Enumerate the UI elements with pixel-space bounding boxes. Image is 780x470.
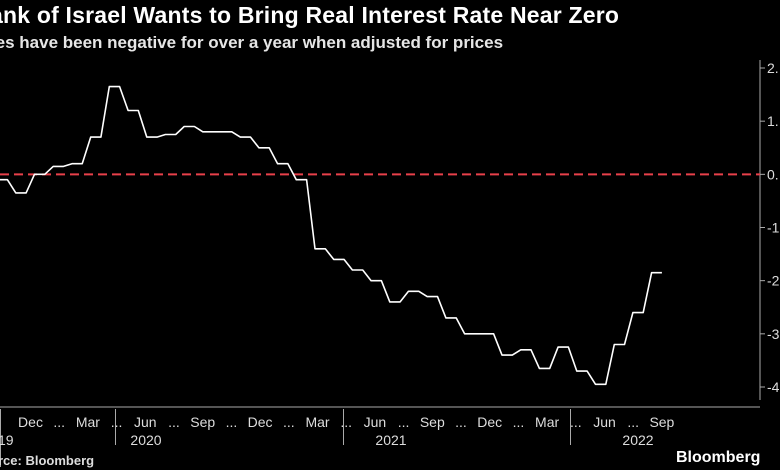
y-tick-label: 2.	[767, 60, 779, 76]
year-label: 2021	[375, 432, 406, 448]
x-tick-label: ...	[570, 414, 582, 430]
x-tick-label: Jun	[134, 414, 157, 430]
series-line	[0, 85, 662, 386]
year-label: 19	[0, 432, 14, 448]
x-tick-label: ...	[283, 414, 295, 430]
x-tick-label: Mar	[535, 414, 559, 430]
source-note: rce: Bloomberg	[0, 453, 95, 468]
x-tick-label: ...	[627, 414, 639, 430]
x-tick-label: ...	[398, 414, 410, 430]
year-label: 2020	[130, 432, 161, 448]
x-tick-label: Jun	[364, 414, 387, 430]
y-tick-label: -1	[767, 220, 780, 236]
y-tick-label: -2	[767, 273, 780, 289]
x-tick-label: Mar	[76, 414, 100, 430]
x-tick-label: ...	[226, 414, 238, 430]
x-tick-label: ...	[168, 414, 180, 430]
y-tick-label: 0.	[767, 166, 779, 182]
x-tick-label: Dec	[248, 414, 273, 430]
x-tick-label: ...	[53, 414, 65, 430]
y-tick-label: -4	[767, 379, 780, 395]
x-tick-label: ...	[513, 414, 525, 430]
x-tick-label: Sep	[190, 414, 215, 430]
x-tick-label: ...	[111, 414, 123, 430]
x-tick-label: Dec	[18, 414, 43, 430]
chart-subtitle: tes have been negative for over a year w…	[0, 33, 504, 52]
y-tick-label: -3	[767, 326, 780, 342]
x-tick-label: Jun	[593, 414, 616, 430]
bloomberg-logo: Bloomberg	[676, 449, 761, 466]
x-tick-label: ...	[340, 414, 352, 430]
x-tick-label: ...	[455, 414, 467, 430]
x-tick-label: Sep	[420, 414, 445, 430]
year-label: 2022	[622, 432, 653, 448]
x-tick-label: Sep	[649, 414, 674, 430]
x-tick-label: Dec	[477, 414, 502, 430]
x-tick-label: Mar	[305, 414, 329, 430]
y-tick-label: 1.	[767, 113, 779, 129]
chart-title: ank of Israel Wants to Bring Real Intere…	[0, 2, 620, 28]
